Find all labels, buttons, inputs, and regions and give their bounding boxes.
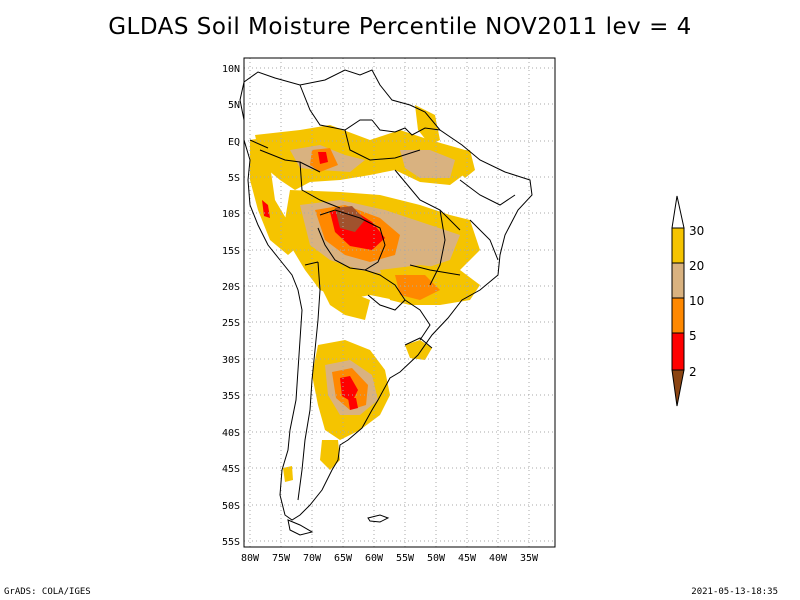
legend-label-20: 20 [689, 259, 704, 273]
lat-tick: 15S [222, 246, 240, 257]
tierra-del-fuego [287, 519, 314, 536]
border-peru-brazil [299, 161, 341, 209]
border-colombia-peru [259, 149, 321, 173]
lat-tick: 5N [228, 100, 240, 111]
lon-tick: 75W [272, 553, 291, 564]
lon-tick: 50W [427, 553, 446, 564]
lon-tick: 55W [396, 553, 415, 564]
lat-tick: EQ [228, 137, 240, 148]
lat-tick: 50S [222, 501, 240, 512]
lat-tick: 20S [222, 282, 240, 293]
lon-tick-labels: 80W 75W 70W 65W 60W 55W 50W 45W 40W 35W [241, 553, 539, 564]
shade-north-tan-2 [400, 150, 455, 178]
border-colombia-venezuela [299, 84, 372, 131]
legend-label-30: 30 [689, 224, 704, 238]
shade-c-argentina-red-2 [348, 398, 358, 410]
lon-tick: 35W [520, 553, 539, 564]
border-brazil-states-4 [469, 219, 499, 261]
legend-label-10: 10 [689, 294, 704, 308]
border-uruguay [404, 337, 433, 349]
lat-tick: 10S [222, 209, 240, 220]
border-argentina-brazil [404, 299, 431, 341]
shade-ne-coast-2 [455, 150, 475, 178]
falklands [367, 514, 390, 523]
border-chile-argentina [297, 261, 321, 501]
border-brazil-states-1 [394, 169, 461, 231]
legend-arrow-top [671, 195, 685, 229]
lat-tick: 55S [222, 537, 240, 548]
graticule [244, 58, 555, 547]
lat-tick: 30S [222, 355, 240, 366]
lat-tick: 35S [222, 391, 240, 402]
coastlines [239, 69, 533, 536]
legend-swatch-20 [671, 262, 685, 299]
lon-tick: 45W [458, 553, 477, 564]
shade-south-brazil-orange [395, 275, 440, 300]
lat-tick: 45S [222, 464, 240, 475]
border-brazil-states-3 [459, 179, 516, 206]
legend-swatch-5 [671, 332, 685, 371]
border-guyanas [371, 119, 441, 136]
color-legend: 30 20 10 5 2 [671, 195, 704, 407]
lon-tick: 80W [241, 553, 260, 564]
lon-tick: 60W [365, 553, 384, 564]
lat-tick: 25S [222, 318, 240, 329]
legend-arrow-bottom [671, 369, 685, 407]
legend-label-2: 2 [689, 365, 697, 379]
timestamp: 2021-05-13-18:35 [691, 587, 778, 597]
shade-patagonia [320, 440, 340, 470]
lon-tick: 65W [334, 553, 353, 564]
shading-layer [250, 105, 480, 482]
lat-tick: 40S [222, 428, 240, 439]
legend-swatch-30 [671, 227, 685, 264]
border-brazil-states-6 [344, 129, 421, 161]
map-title: GLDAS Soil Moisture Percentile NOV2011 l… [108, 14, 692, 40]
grads-credit: GrADS: COLA/IGES [4, 587, 91, 597]
lat-tick: 10N [222, 64, 240, 75]
lon-tick: 70W [303, 553, 322, 564]
shade-n-argentina [320, 285, 370, 320]
lon-tick: 40W [489, 553, 508, 564]
lat-tick-labels: 10N 5N EQ 5S 10S 15S 20S 25S 30S 35S 40S… [222, 64, 240, 548]
border-ecuador [249, 139, 269, 149]
lat-tick: 5S [228, 173, 240, 184]
border-peru-chile [304, 261, 319, 266]
legend-label-5: 5 [689, 329, 697, 343]
shade-ne-coast [415, 105, 440, 145]
legend-swatch-10 [671, 297, 685, 334]
continent-outline [239, 69, 533, 521]
border-brazil-states-5 [409, 264, 461, 276]
shade-north-red [318, 152, 328, 164]
shade-chile-south [283, 466, 293, 482]
border-brazil-states-2 [429, 209, 446, 286]
map-frame [243, 57, 556, 548]
border-bolivia [317, 209, 386, 271]
